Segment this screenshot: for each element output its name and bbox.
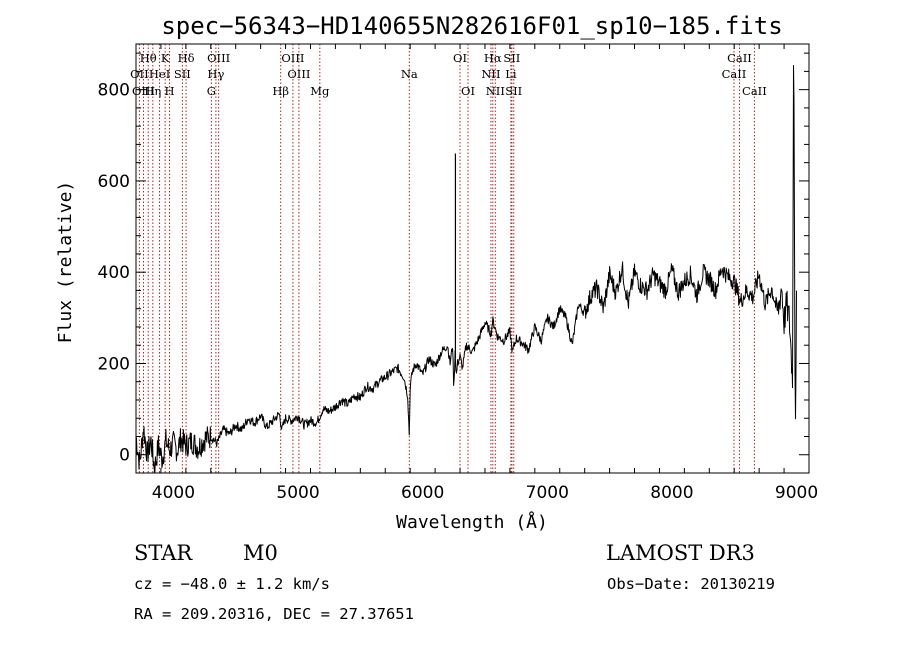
object-class: STAR	[134, 541, 193, 565]
x-tick-label: 4000	[152, 483, 195, 503]
coordinates: RA = 209.20316, DEC = 27.37651	[134, 605, 414, 623]
redshift-cz: cz = −48.0 ± 1.2 km/s	[134, 575, 330, 593]
x-tick-label: 5000	[276, 483, 319, 503]
spectral-line-label: Hγ	[207, 67, 224, 81]
spectral-line-label: Hδ	[178, 51, 195, 65]
spectral-line-label: CaII	[727, 51, 752, 65]
spectral-line-label: Li	[505, 67, 517, 81]
spectral-line-label: Hα	[484, 51, 502, 65]
observation-date: Obs−Date: 20130219	[607, 575, 775, 593]
x-axis-ticks: 4000 5000 6000 7000 8000 9000	[135, 44, 818, 503]
y-tick-label: 400	[98, 263, 130, 283]
spectral-line-label: SII	[174, 67, 191, 81]
spectral-line-label: HeI	[149, 67, 170, 81]
x-axis-label: Wavelength (Å)	[396, 511, 548, 533]
x-tick-label: 6000	[401, 483, 444, 503]
y-axis-ticks: 0 200 400 600 800	[98, 52, 809, 466]
spectral-line-label: CaII	[742, 84, 767, 98]
spectral-line-label: H	[165, 84, 175, 98]
spectral-line-label: Mg	[310, 84, 330, 98]
survey-name: LAMOST DR3	[606, 541, 755, 565]
x-tick-label: 8000	[650, 483, 693, 503]
spectral-line-label: OI	[453, 51, 467, 65]
spectral-line-label: OII	[130, 67, 149, 81]
chart-title: spec−56343−HD140655N282616F01_sp10−185.f…	[161, 12, 782, 40]
y-axis-label: Flux (relative)	[55, 181, 76, 344]
y-tick-label: 200	[98, 354, 130, 374]
spectral-line-label: K	[161, 51, 170, 65]
spectral-line-label: NII	[486, 84, 505, 98]
spectral-line-markers	[138, 44, 755, 473]
spectral-line-label: Na	[401, 67, 418, 81]
spectral-line-label: SII	[503, 51, 520, 65]
spectral-line-label: G	[207, 84, 216, 98]
spectral-line-label: OIII	[281, 51, 304, 65]
spectral-line-label: CaII	[722, 67, 747, 81]
spectrum-series	[135, 65, 797, 474]
spectral-line-label: NII	[481, 67, 500, 81]
spectral-line-label: Hθ	[140, 51, 157, 65]
spectral-line-label: OIII	[132, 84, 155, 98]
spectral-line-label: OIII	[207, 51, 230, 65]
plot-frame	[135, 43, 810, 474]
spectrum-line	[135, 65, 797, 474]
spectral-line-label: Hη	[144, 84, 161, 98]
y-tick-label: 0	[119, 446, 130, 466]
object-subclass: M0	[243, 541, 278, 565]
y-tick-label: 600	[98, 172, 130, 192]
spectral-line-label: OI	[461, 84, 475, 98]
x-tick-label: 9000	[775, 483, 818, 503]
spectral-line-label: OIII	[287, 67, 310, 81]
spectral-line-label: Hβ	[272, 84, 289, 98]
x-tick-label: 7000	[526, 483, 569, 503]
y-tick-label: 800	[98, 81, 130, 101]
spectral-line-label: SII	[505, 84, 522, 98]
